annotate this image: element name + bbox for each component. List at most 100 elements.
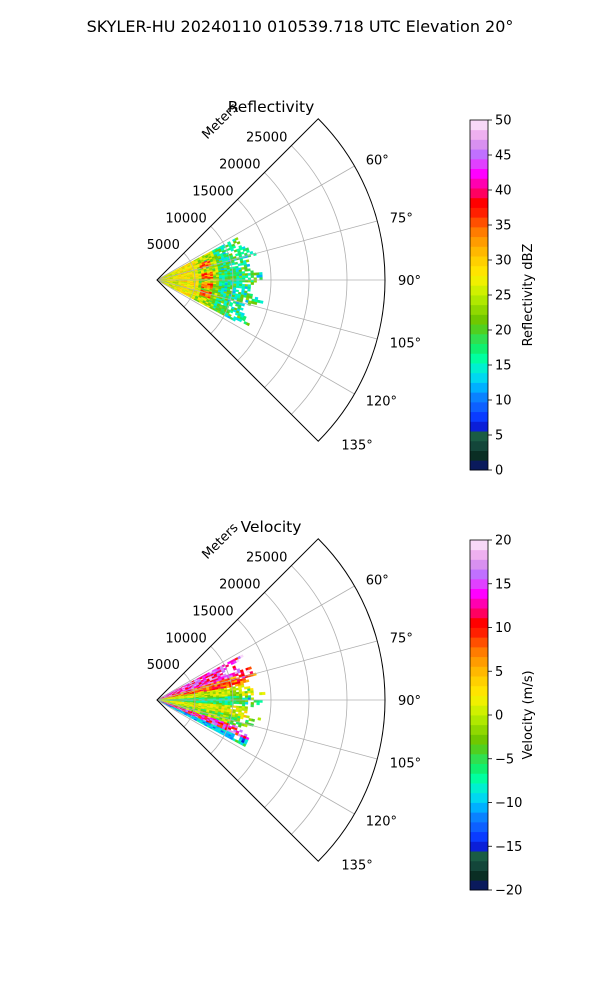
colorbar-swatch bbox=[470, 440, 488, 451]
colorbar-swatch bbox=[470, 129, 488, 140]
velocity-panel: Velocity 5000 10000 15000 20000 25000 Meters 60… bbox=[147, 518, 536, 899]
colorbar-swatch bbox=[470, 217, 488, 228]
radial-tick-label: 5000 bbox=[147, 238, 180, 253]
colorbar-swatch bbox=[470, 295, 488, 306]
colorbar-swatch bbox=[470, 120, 488, 131]
radar-gate bbox=[236, 695, 240, 699]
radar-gate bbox=[242, 743, 247, 748]
radar-gate bbox=[250, 704, 254, 708]
radar-gate bbox=[235, 289, 239, 293]
colorbar-swatch bbox=[470, 431, 488, 442]
radar-gate bbox=[242, 701, 246, 705]
radar-gate bbox=[244, 690, 248, 694]
colorbar-tick-label: 5 bbox=[495, 665, 503, 680]
radar-gate bbox=[239, 281, 243, 285]
radar-gate bbox=[227, 701, 231, 704]
radar-gate bbox=[224, 694, 228, 697]
colorbar-tick-label: −20 bbox=[495, 884, 522, 899]
radar-field bbox=[158, 654, 266, 748]
radar-gate bbox=[227, 694, 231, 697]
radar-gate bbox=[213, 276, 217, 279]
radar-gate bbox=[221, 276, 226, 279]
radar-gate bbox=[247, 272, 251, 276]
radar-gate bbox=[210, 277, 214, 279]
colorbar-swatch bbox=[470, 646, 488, 658]
colorbar: −20 −15 −10 −5 0 5 10 15 20 Velocity (m/s) bbox=[469, 534, 536, 899]
grid-spoke bbox=[156, 220, 378, 281]
colorbar-swatch bbox=[470, 578, 488, 590]
radar-gate bbox=[240, 716, 244, 720]
colorbar-tick-label: 10 bbox=[495, 394, 512, 409]
plot-frame bbox=[156, 538, 386, 862]
radar-gate bbox=[229, 310, 234, 314]
grid-spoke bbox=[156, 165, 355, 281]
radar-gate bbox=[233, 274, 237, 277]
colorbar-tick-label: 35 bbox=[495, 219, 512, 234]
colorbar-swatch bbox=[470, 880, 488, 891]
radar-gate bbox=[248, 295, 253, 299]
radar-gate bbox=[233, 281, 237, 285]
colorbar-tick-label: 25 bbox=[495, 289, 512, 304]
radar-gate bbox=[213, 696, 217, 699]
angle-tick-label: 135° bbox=[341, 438, 372, 453]
radar-gate bbox=[239, 701, 243, 705]
radar-gate bbox=[235, 285, 240, 289]
colorbar-label: Reflectivity dBZ bbox=[521, 244, 536, 347]
colorbar-swatch bbox=[470, 802, 488, 813]
colorbar-swatch bbox=[470, 598, 488, 609]
radar-gate bbox=[235, 687, 239, 691]
radar-gate bbox=[241, 271, 246, 274]
radar-gate bbox=[256, 702, 260, 706]
radar-gate bbox=[210, 697, 214, 699]
colorbar-swatch bbox=[470, 158, 488, 170]
colorbar-swatch bbox=[470, 285, 488, 296]
radar-gate bbox=[241, 284, 246, 287]
radar-gate bbox=[227, 696, 231, 699]
radar-gate bbox=[243, 714, 247, 718]
grid-spoke bbox=[156, 279, 355, 395]
colorbar-swatch bbox=[470, 314, 488, 325]
radar-gate bbox=[235, 709, 239, 713]
colorbar-swatch bbox=[470, 724, 488, 735]
colorbar-swatch bbox=[470, 783, 488, 794]
radar-gate bbox=[224, 276, 228, 279]
radar-gate bbox=[244, 268, 248, 272]
colorbar-swatch bbox=[470, 246, 488, 257]
colorbar-swatch bbox=[470, 821, 488, 833]
radial-axis-label: Meters bbox=[199, 100, 241, 142]
radar-gate bbox=[245, 322, 251, 327]
colorbar-swatch bbox=[470, 226, 488, 238]
colorbar-swatch bbox=[470, 812, 488, 823]
radar-gate bbox=[216, 276, 220, 279]
colorbar-swatch bbox=[470, 656, 488, 667]
radial-tick-label: 15000 bbox=[192, 184, 233, 199]
colorbar-swatch bbox=[470, 695, 488, 706]
grid-spoke bbox=[156, 585, 355, 701]
plot-title: Velocity bbox=[241, 518, 302, 536]
radar-gate bbox=[257, 717, 262, 721]
colorbar-tick-label: 50 bbox=[495, 114, 512, 129]
colorbar-swatch bbox=[470, 773, 488, 784]
radar-gate bbox=[227, 276, 231, 279]
colorbar-swatch bbox=[470, 753, 488, 765]
colorbar-swatch bbox=[470, 617, 488, 628]
colorbar-swatch bbox=[470, 450, 488, 461]
radar-gate bbox=[241, 708, 245, 711]
radar-gate bbox=[224, 281, 228, 284]
radar-gate bbox=[235, 659, 240, 663]
angle-tick-label: 90° bbox=[398, 694, 421, 709]
radar-gate bbox=[221, 696, 226, 699]
radar-gate bbox=[224, 696, 228, 699]
colorbar-swatch bbox=[470, 275, 488, 286]
colorbar-swatch bbox=[470, 559, 488, 570]
radar-gate bbox=[249, 250, 254, 255]
radar-gate bbox=[231, 682, 236, 686]
angle-tick-label: 60° bbox=[366, 574, 389, 589]
colorbar-swatch bbox=[470, 705, 488, 716]
colorbar-swatch bbox=[470, 870, 488, 881]
radar-gate bbox=[236, 281, 240, 285]
radar-gate bbox=[233, 695, 237, 699]
grid-spoke bbox=[156, 699, 378, 760]
radial-tick-label: 10000 bbox=[165, 211, 206, 226]
radar-gate bbox=[262, 691, 266, 696]
